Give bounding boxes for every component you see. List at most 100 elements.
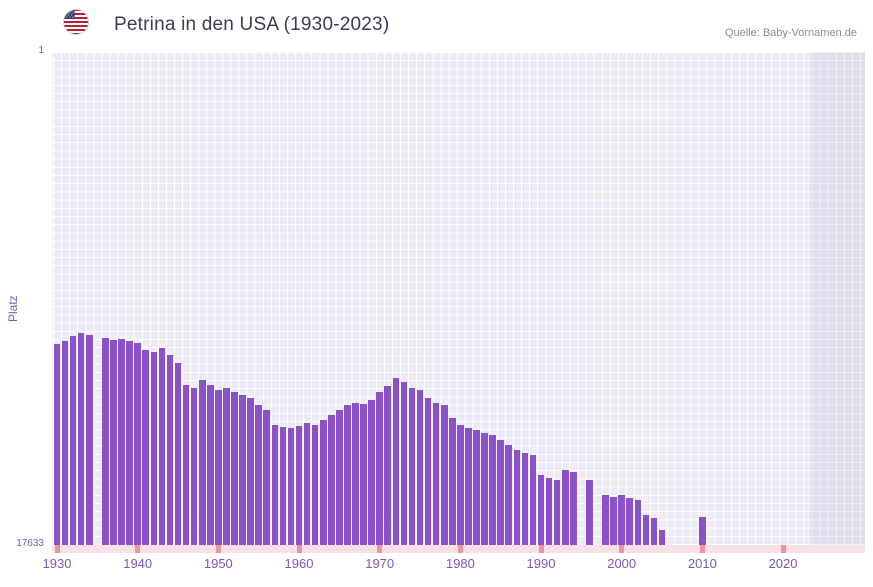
- rank-bar-1962[interactable]: [311, 424, 319, 545]
- rank-bar-1942[interactable]: [150, 351, 158, 545]
- rank-bar-1967[interactable]: [352, 402, 359, 545]
- rank-bar-1961[interactable]: [303, 422, 311, 545]
- no-data-shade-band: [809, 52, 865, 545]
- rank-bar-1951[interactable]: [223, 387, 230, 545]
- rank-bar-2000[interactable]: [618, 494, 625, 545]
- rank-bar-1949[interactable]: [206, 384, 214, 545]
- x-tick-label-2020: 2020: [768, 556, 798, 571]
- unranked-strip-tick-1980: [457, 545, 463, 553]
- rank-bar-1968[interactable]: [360, 404, 367, 545]
- rank-bar-1958[interactable]: [279, 426, 287, 545]
- rank-bar-1978[interactable]: [440, 404, 448, 545]
- rank-bar-2002[interactable]: [634, 499, 642, 545]
- rank-bar-1944[interactable]: [166, 354, 174, 545]
- y-tick-max-rank: 17633: [16, 538, 44, 549]
- rank-bar-1953[interactable]: [239, 394, 246, 545]
- rank-bar-1976[interactable]: [424, 397, 432, 545]
- rank-bar-1966[interactable]: [344, 404, 351, 545]
- rank-bar-1985[interactable]: [497, 439, 504, 545]
- unranked-strip-tick-1990: [538, 545, 544, 553]
- rank-bar-1954[interactable]: [247, 397, 254, 545]
- rank-bar-1946[interactable]: [182, 384, 190, 545]
- rank-bar-1965[interactable]: [336, 409, 343, 545]
- rank-bar-1979[interactable]: [448, 417, 456, 545]
- unranked-strip-tick-1960: [296, 545, 302, 553]
- rank-bar-1996[interactable]: [586, 479, 593, 545]
- x-tick-label-1990: 1990: [526, 556, 556, 571]
- x-tick-label-1970: 1970: [365, 556, 395, 571]
- rank-bar-1974[interactable]: [408, 387, 416, 545]
- rank-bar-1957[interactable]: [271, 424, 279, 545]
- rank-bar-1939[interactable]: [126, 340, 133, 545]
- y-tick-min-rank: 1: [38, 45, 44, 56]
- rank-bar-1984[interactable]: [489, 434, 496, 545]
- rank-bar-1989[interactable]: [529, 454, 537, 545]
- rank-bar-1937[interactable]: [110, 339, 117, 545]
- rank-bar-1945[interactable]: [174, 362, 182, 545]
- plot-area: [52, 52, 865, 545]
- x-tick-label-1940: 1940: [123, 556, 153, 571]
- rank-bar-1933[interactable]: [77, 332, 85, 545]
- rank-bar-1994[interactable]: [569, 471, 577, 545]
- y-axis-label: Platz: [6, 295, 20, 322]
- rank-bar-1990[interactable]: [537, 474, 545, 545]
- rank-bar-1977[interactable]: [432, 402, 440, 545]
- rank-bar-1931[interactable]: [61, 340, 69, 545]
- rank-bar-1972[interactable]: [392, 378, 400, 545]
- rank-bar-1936[interactable]: [102, 338, 109, 545]
- unranked-strip-tick-1940: [135, 545, 141, 553]
- rank-bar-1934[interactable]: [85, 334, 93, 545]
- rank-bar-1993[interactable]: [561, 469, 569, 545]
- rank-bar-1980[interactable]: [457, 424, 464, 545]
- rank-bar-1948[interactable]: [198, 379, 206, 545]
- rank-bar-2004[interactable]: [650, 517, 658, 545]
- rank-bar-1941[interactable]: [142, 349, 150, 545]
- rank-bar-1950[interactable]: [215, 389, 222, 545]
- rank-bar-1973[interactable]: [400, 381, 408, 545]
- rank-bar-1959[interactable]: [287, 427, 295, 545]
- rank-bar-1963[interactable]: [319, 419, 327, 545]
- rank-bar-1991[interactable]: [545, 477, 553, 545]
- unranked-strip-tick-1970: [377, 545, 383, 553]
- unranked-strip: [52, 545, 865, 553]
- rank-bar-2003[interactable]: [642, 514, 650, 545]
- x-tick-label-1930: 1930: [42, 556, 72, 571]
- x-tick-label-1960: 1960: [284, 556, 314, 571]
- rank-bar-1982[interactable]: [473, 429, 480, 545]
- rank-bar-1943[interactable]: [158, 347, 166, 545]
- rank-bar-1981[interactable]: [465, 427, 472, 545]
- rank-bar-1999[interactable]: [610, 496, 617, 545]
- rank-bar-2005[interactable]: [658, 529, 666, 545]
- rank-bar-1969[interactable]: [368, 399, 375, 545]
- rank-bar-1940[interactable]: [134, 342, 141, 545]
- unranked-strip-tick-2000: [619, 545, 625, 553]
- rank-bar-1970[interactable]: [376, 391, 383, 545]
- rank-bar-1983[interactable]: [481, 432, 488, 545]
- rank-bar-1992[interactable]: [553, 479, 561, 545]
- unranked-strip-tick-1950: [215, 545, 221, 553]
- rank-bar-1987[interactable]: [513, 449, 521, 545]
- rank-bar-1971[interactable]: [384, 385, 392, 545]
- unranked-strip-tick-1930: [54, 545, 60, 553]
- rank-bar-1986[interactable]: [505, 444, 513, 545]
- rank-bar-2001[interactable]: [626, 497, 634, 545]
- rank-bar-1947[interactable]: [190, 387, 198, 545]
- rank-bar-1952[interactable]: [231, 391, 238, 545]
- unranked-strip-tick-2020: [780, 545, 786, 553]
- source-label: Quelle: Baby-Vornamen.de: [724, 27, 857, 39]
- rank-bar-1964[interactable]: [327, 414, 335, 545]
- rank-bar-1956[interactable]: [263, 409, 271, 545]
- x-tick-label-2000: 2000: [607, 556, 637, 571]
- rank-bar-1938[interactable]: [118, 338, 125, 545]
- x-tick-label-1980: 1980: [445, 556, 475, 571]
- rank-bar-1932[interactable]: [69, 335, 77, 545]
- rank-bar-2010[interactable]: [699, 516, 706, 545]
- x-tick-label-1950: 1950: [203, 556, 233, 571]
- rank-bar-1975[interactable]: [416, 389, 424, 545]
- rank-bar-1955[interactable]: [255, 404, 262, 545]
- rank-bar-1930[interactable]: [53, 343, 61, 545]
- rank-bar-1960[interactable]: [295, 425, 303, 545]
- rank-bar-1998[interactable]: [602, 494, 609, 545]
- rank-bar-1988[interactable]: [521, 452, 529, 545]
